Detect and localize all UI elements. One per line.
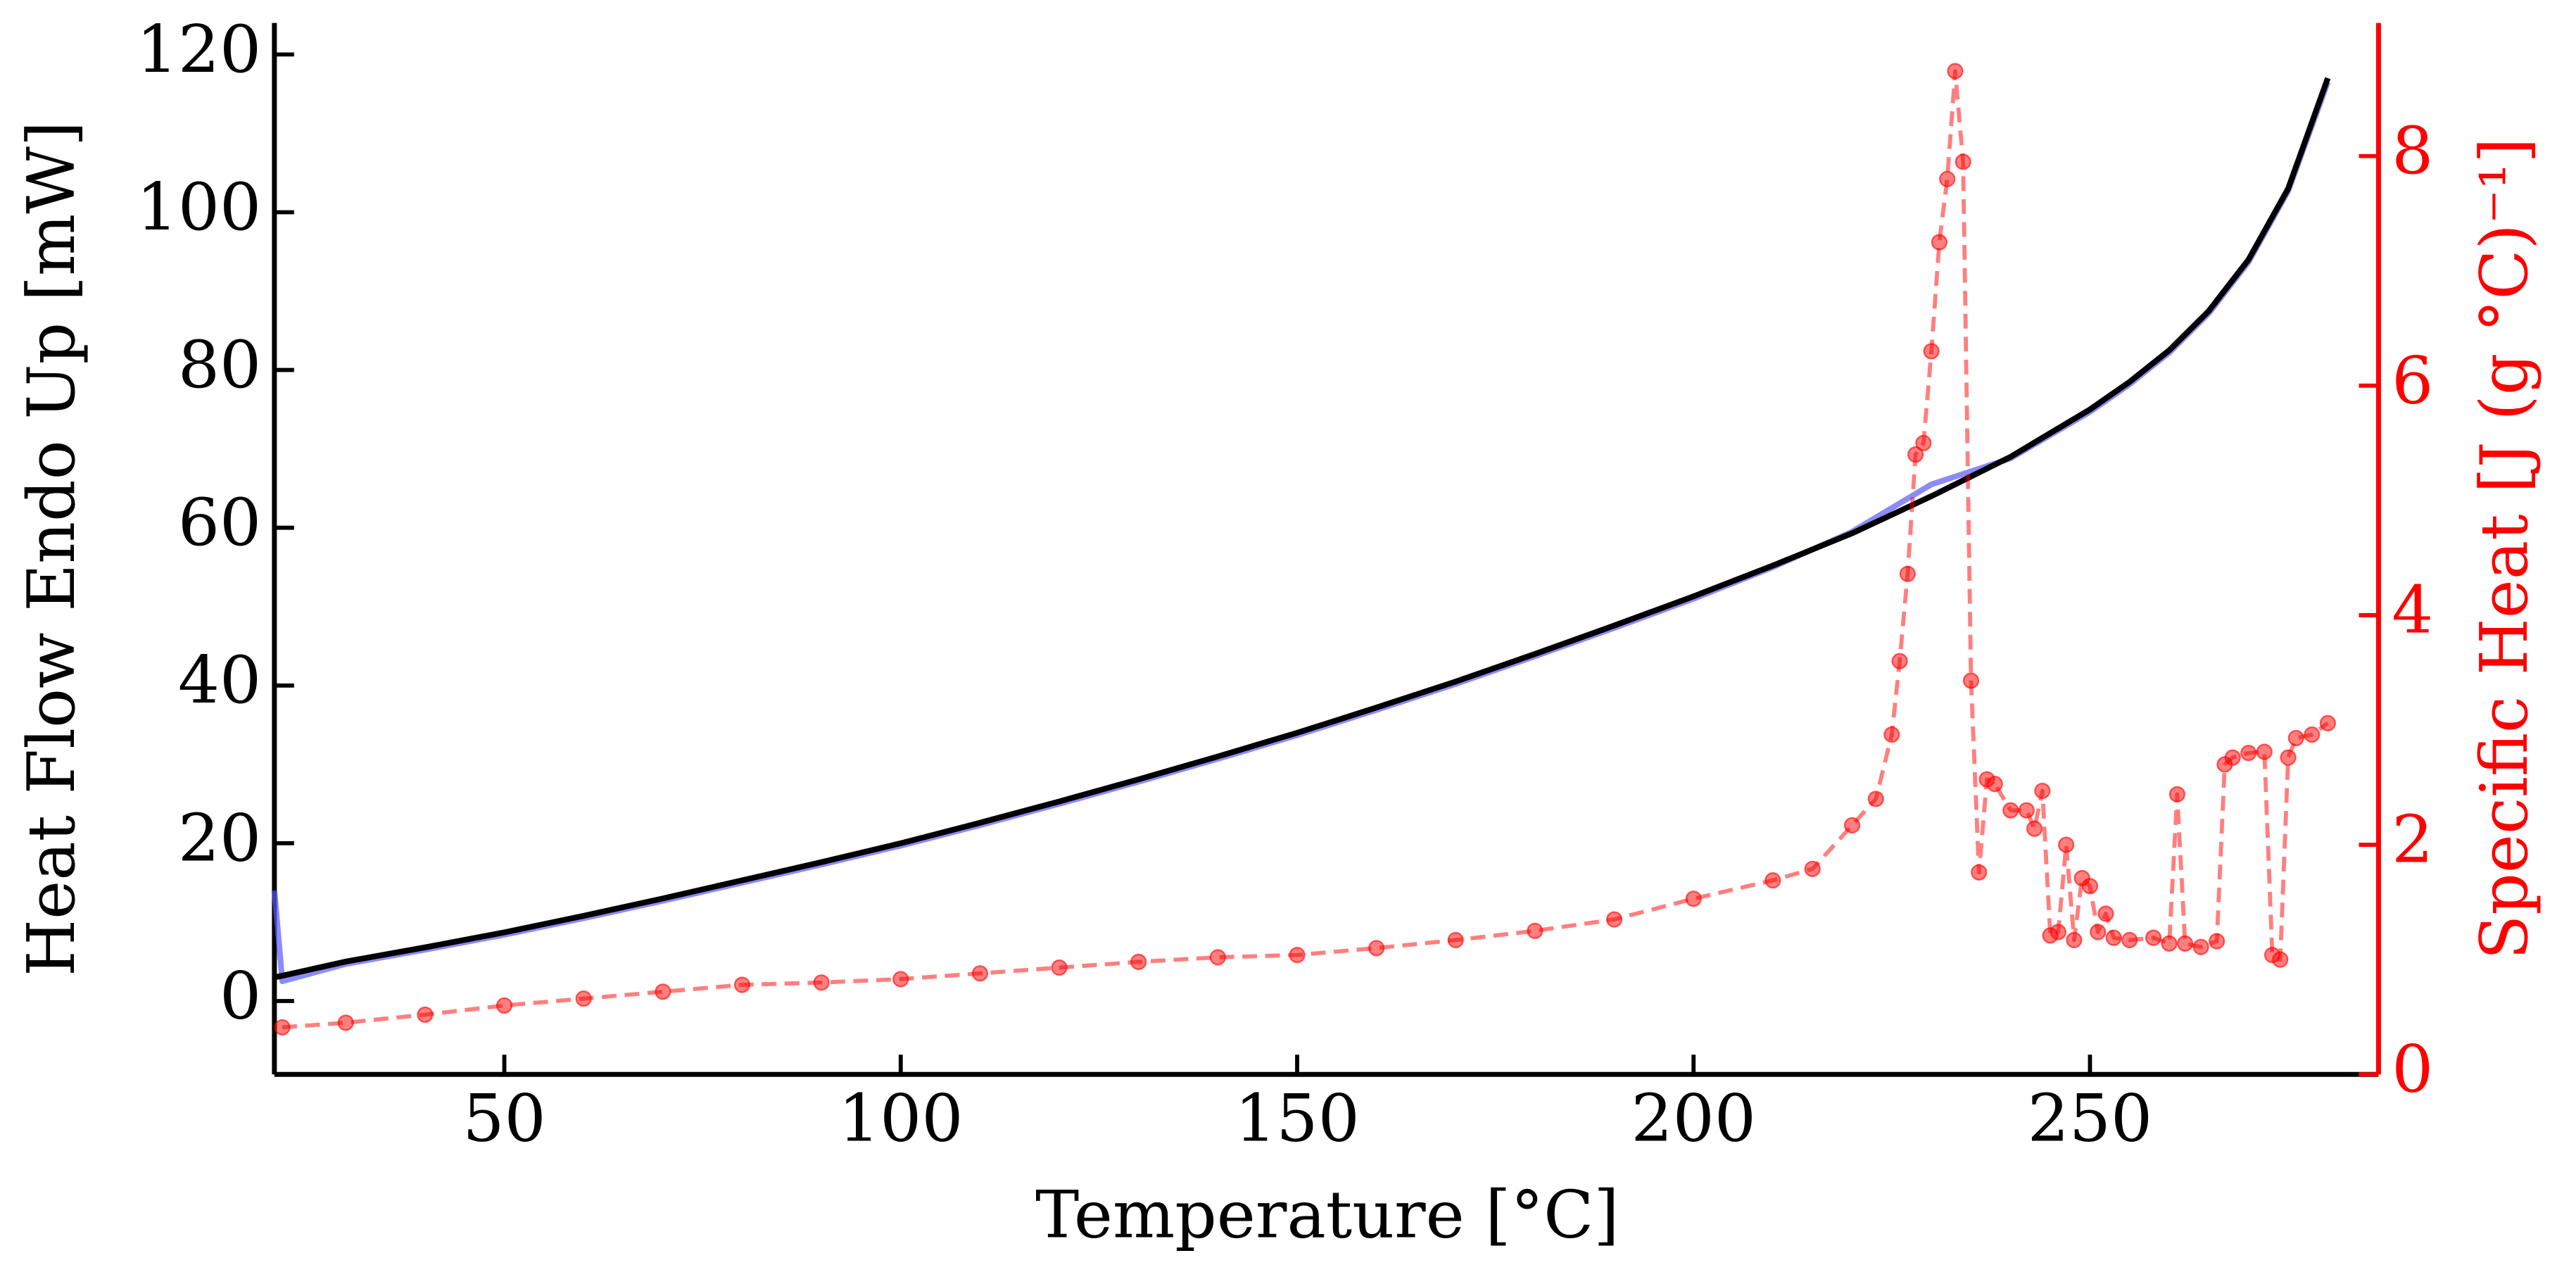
data-point (2066, 931, 2083, 949)
y-tick-label: 0 (220, 957, 261, 1033)
y-tick-label: 120 (137, 11, 262, 87)
y-tick-label: 100 (137, 169, 262, 245)
data-point (2145, 929, 2162, 946)
x-tick-label: 150 (1235, 1080, 1360, 1156)
data-point (1915, 434, 1932, 452)
y2-tick-label: 8 (2392, 113, 2433, 189)
y2-tick-label: 0 (2392, 1031, 2433, 1107)
data-point (2026, 820, 2043, 837)
data-point (2240, 745, 2257, 762)
data-point (1605, 911, 1623, 928)
data-point (813, 974, 830, 991)
y-axis-label: Heat Flow Endo Up [mW] (13, 121, 89, 976)
data-point (2090, 924, 2107, 940)
y-tick-label: 20 (178, 800, 261, 876)
data-point (2224, 749, 2241, 766)
y-tick-label: 80 (178, 327, 261, 403)
y2-tick-label: 6 (2392, 342, 2433, 418)
data-point (1447, 931, 1464, 949)
data-point (2168, 786, 2185, 802)
data-point (2209, 933, 2225, 950)
y2-tick-label: 2 (2392, 802, 2433, 878)
data-point (2058, 836, 2075, 853)
data-point (1289, 946, 1306, 964)
y-tick-label: 60 (178, 484, 261, 560)
series-line (271, 81, 2331, 985)
data-point (2161, 935, 2178, 952)
data-point (2287, 729, 2304, 747)
x-tick-label: 250 (2028, 1080, 2153, 1156)
data-point (971, 965, 989, 982)
data-point (1923, 343, 1940, 360)
data-point (2034, 782, 2051, 800)
y2-axis-label: Specific Heat [J (g °C)⁻¹] (2466, 137, 2542, 959)
data-point (655, 983, 671, 1000)
x-axis-label: Temperature [°C] (1035, 1177, 1619, 1253)
data-point (337, 1014, 354, 1031)
data-point (575, 990, 592, 1007)
data-point (1947, 63, 1964, 80)
series-line (282, 69, 2330, 1030)
x-tick-label: 200 (1631, 1080, 1756, 1156)
data-point (417, 1006, 434, 1024)
data-point (1130, 953, 1147, 971)
data-point (892, 971, 909, 988)
data-point (2121, 931, 2138, 949)
data-point (2176, 935, 2194, 952)
y2-tick-label: 4 (2392, 572, 2433, 648)
data-point (1527, 922, 1543, 940)
data-point (2256, 743, 2273, 760)
y-tick-label: 40 (178, 642, 261, 718)
series-line (274, 77, 2331, 981)
data-point (2002, 802, 2019, 819)
data-point (1907, 446, 1924, 463)
x-tick-label: 100 (838, 1080, 964, 1156)
data-point (1867, 791, 1884, 807)
data-point (2192, 938, 2209, 955)
data-point (2018, 802, 2035, 819)
data-point (1986, 776, 2003, 793)
data-point (2105, 929, 2122, 946)
data-point (1931, 234, 1948, 251)
data-point (1051, 959, 1068, 976)
data-point (2097, 905, 2114, 922)
data-point (1685, 890, 1702, 907)
data-point (2081, 878, 2099, 895)
data-point (1939, 170, 1956, 187)
data-point (1899, 565, 1916, 582)
data-point (495, 997, 513, 1014)
data-point (2050, 924, 2067, 940)
data-point (1883, 726, 1900, 743)
data-point (1209, 949, 1226, 966)
data-point (1368, 940, 1385, 957)
data-point (1891, 653, 1908, 669)
data-point (733, 976, 751, 993)
data-point (1971, 864, 1988, 881)
data-point (1843, 817, 1861, 833)
data-point (1764, 871, 1781, 889)
data-point (2319, 715, 2337, 731)
data-point (2304, 726, 2321, 743)
data-point (2272, 951, 2289, 968)
data-point (1962, 672, 1980, 689)
data-point (1955, 153, 1971, 170)
data-point (2280, 749, 2297, 766)
data-point (274, 1019, 291, 1036)
data-point (1804, 860, 1821, 877)
x-tick-label: 50 (462, 1080, 545, 1156)
